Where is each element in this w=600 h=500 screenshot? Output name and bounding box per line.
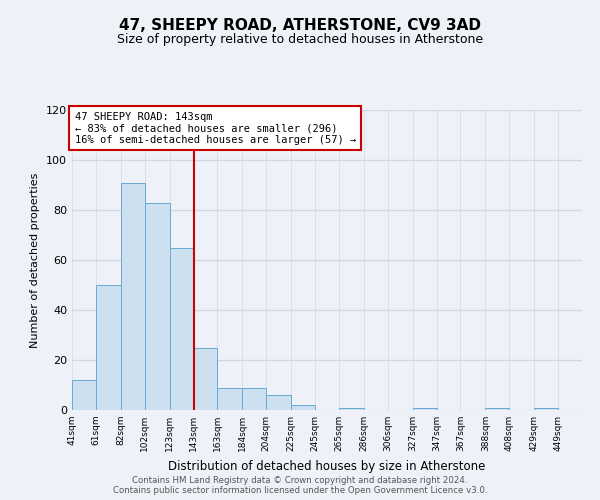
Bar (535, 408, 558, 410)
Bar (96, 285, 121, 410)
Text: Contains HM Land Registry data © Crown copyright and database right 2024.
Contai: Contains HM Land Registry data © Crown c… (113, 476, 487, 495)
Bar (217, 388, 242, 410)
Bar (291, 405, 315, 410)
Text: Size of property relative to detached houses in Atherstone: Size of property relative to detached ho… (117, 32, 483, 46)
Bar (266, 395, 291, 410)
Bar (194, 348, 217, 410)
Text: 47 SHEEPY ROAD: 143sqm
← 83% of detached houses are smaller (296)
16% of semi-de: 47 SHEEPY ROAD: 143sqm ← 83% of detached… (74, 112, 356, 144)
Text: 47, SHEEPY ROAD, ATHERSTONE, CV9 3AD: 47, SHEEPY ROAD, ATHERSTONE, CV9 3AD (119, 18, 481, 32)
Bar (145, 202, 170, 410)
Bar (485, 408, 509, 410)
X-axis label: Distribution of detached houses by size in Atherstone: Distribution of detached houses by size … (169, 460, 485, 472)
Bar (242, 388, 266, 410)
Y-axis label: Number of detached properties: Number of detached properties (31, 172, 40, 348)
Bar (170, 248, 194, 410)
Bar (72, 380, 96, 410)
Bar (413, 408, 437, 410)
Bar (339, 408, 364, 410)
Bar (121, 182, 145, 410)
